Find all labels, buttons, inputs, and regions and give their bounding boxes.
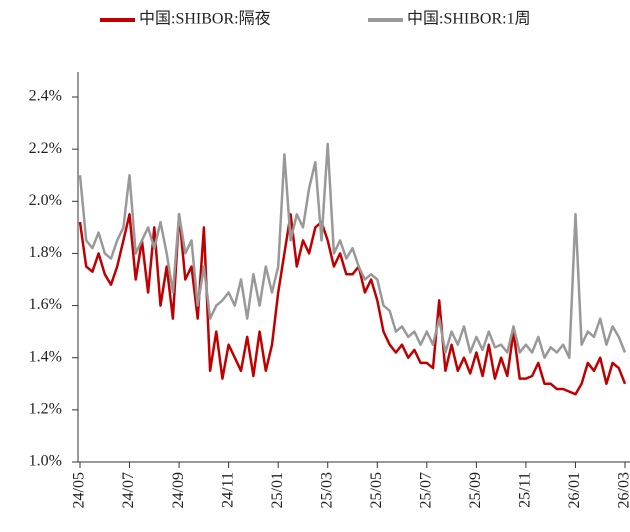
x-tick-label: 24/07: [120, 472, 137, 508]
x-tick-label: 25/01: [269, 472, 286, 508]
y-tick-label: 1.2%: [29, 401, 62, 418]
series-line: [78, 213, 627, 396]
y-tick-label: 1.4%: [29, 348, 62, 365]
x-tick-label: 25/05: [368, 472, 385, 508]
x-tick-label: 25/07: [417, 472, 434, 508]
x-tick-label: 26/03: [616, 472, 630, 508]
x-tick-label: 26/01: [566, 472, 583, 508]
y-tick-label: 1.8%: [29, 244, 62, 261]
x-tick-label: 24/09: [170, 472, 187, 508]
x-tick-label: 24/11: [219, 472, 236, 508]
y-tick-label: 1.0%: [29, 453, 62, 470]
y-tick-label: 2.2%: [29, 140, 62, 157]
y-tick-label: 2.4%: [29, 88, 62, 105]
x-tick-label: 25/11: [517, 472, 534, 508]
legend-label: 中国:SHIBOR:1周: [407, 10, 531, 28]
x-tick-label: 25/09: [467, 472, 484, 508]
series-line: [78, 142, 627, 359]
x-tick-label: 25/03: [318, 472, 335, 508]
y-tick-label: 2.0%: [29, 192, 62, 209]
x-tick-label: 24/05: [71, 472, 88, 508]
y-tick-label: 1.6%: [29, 296, 62, 313]
legend-label: 中国:SHIBOR:隔夜: [139, 10, 271, 28]
